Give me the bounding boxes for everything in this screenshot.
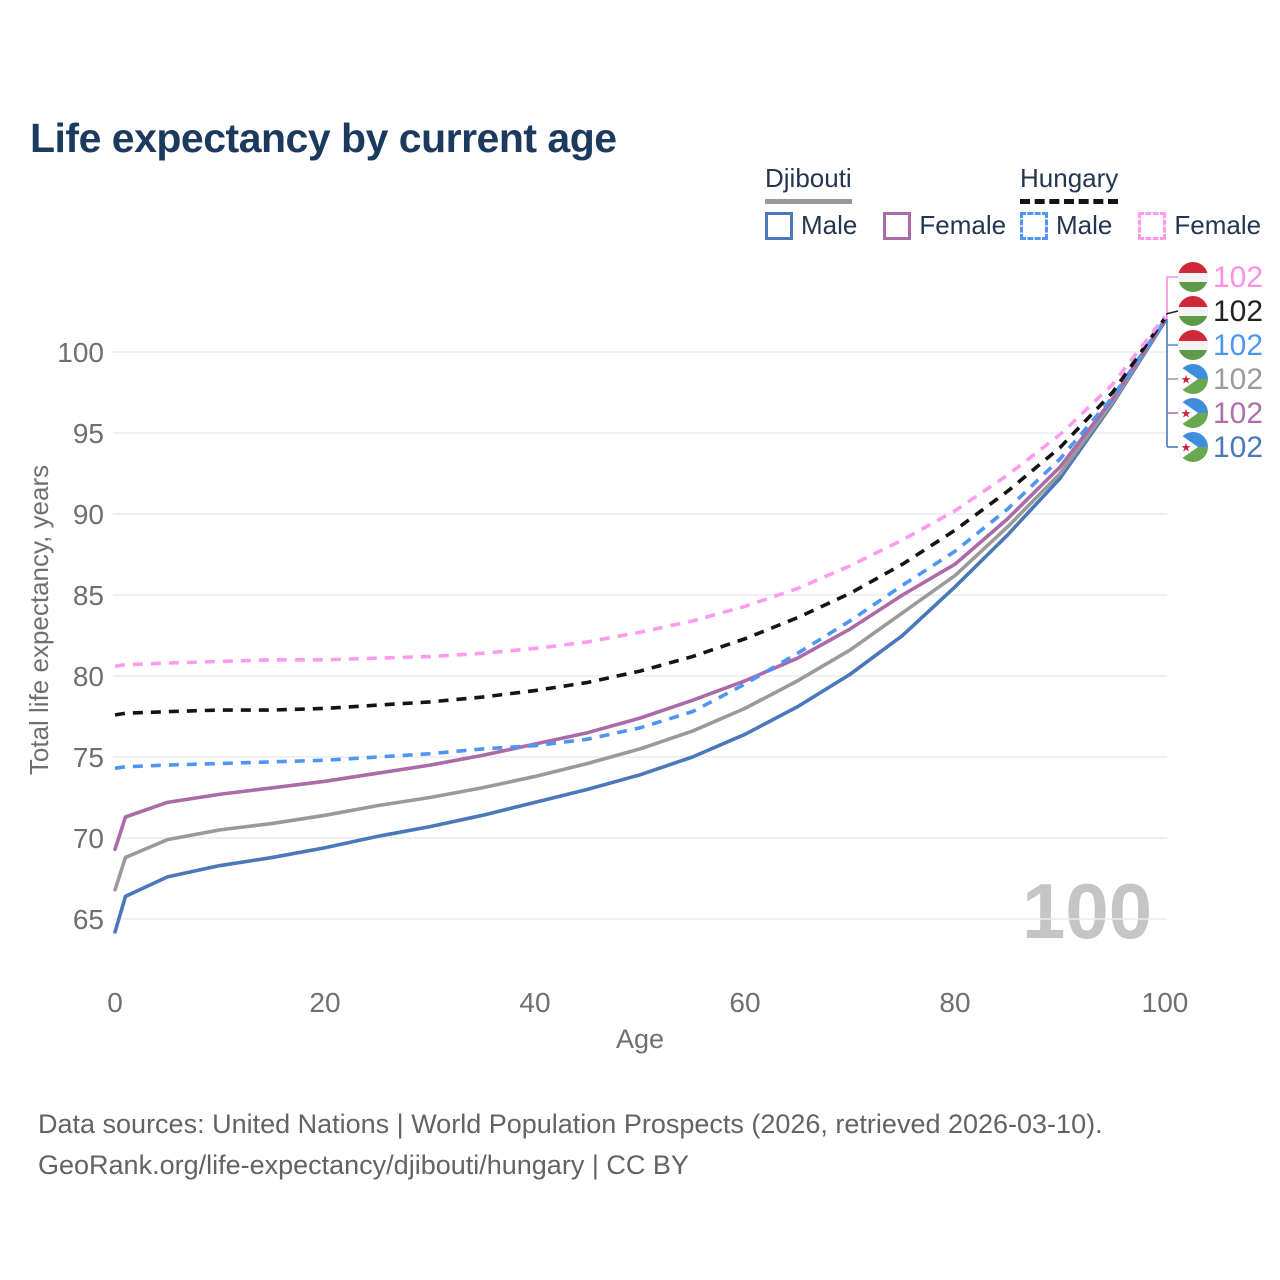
legend-item-label: Male — [1056, 210, 1113, 240]
hungary-flag-icon — [1178, 296, 1208, 326]
x-axis-title: Age — [616, 1024, 664, 1054]
djibouti-male-swatch-icon — [765, 211, 793, 240]
x-tick-label: 0 — [107, 987, 123, 1018]
footer: Data sources: United Nations | World Pop… — [38, 1104, 1103, 1185]
series-line-djibouti-total[interactable] — [113, 317, 1167, 892]
series-line-hungary-total[interactable] — [114, 316, 1167, 717]
y-axis-title: Total life expectancy, years — [24, 465, 54, 775]
end-value-label: 102 — [1213, 363, 1263, 396]
hungary-flag-icon — [1178, 262, 1208, 292]
series-layer — [113, 315, 1167, 934]
leader-line — [1164, 276, 1178, 320]
data-source-text: Data sources: United Nations | World Pop… — [38, 1109, 1103, 1139]
x-tick-label: 40 — [519, 987, 550, 1018]
djibouti-flag-icon: ★ — [1178, 398, 1208, 428]
y-tick-label: 85 — [73, 580, 104, 611]
end-value-label: 102 — [1213, 329, 1263, 362]
y-tick-label: 65 — [73, 904, 104, 935]
legend-item-djibouti-female[interactable]: Female — [883, 210, 1006, 241]
end-value-label: 102 — [1213, 397, 1263, 430]
series-line-djibouti-female[interactable] — [113, 317, 1167, 852]
legend: Djibouti Male Female Hungary Male Female — [0, 163, 1280, 243]
y-tick-label: 95 — [73, 418, 104, 449]
series-line-djibouti-male[interactable] — [113, 319, 1167, 934]
legend-item-djibouti-male[interactable]: Male — [765, 210, 857, 241]
legend-item-label: Male — [801, 210, 858, 240]
legend-group-hungary: Hungary Male Female — [1020, 163, 1261, 241]
grid-layer: 65 70 75 80 85 90 95 100 0 20 40 60 80 100 — [57, 337, 1188, 1018]
attribution-text: GeoRank.org/life-expectancy/djibouti/hun… — [38, 1149, 689, 1180]
end-value-label: 102 — [1213, 295, 1263, 328]
end-value-label: 102 — [1213, 431, 1263, 464]
hover-age-indicator: 100 — [1022, 867, 1153, 955]
djibouti-flag-icon: ★ — [1178, 364, 1208, 394]
y-tick-label: 80 — [73, 661, 104, 692]
x-tick-label: 20 — [309, 987, 340, 1018]
star-icon: ★ — [1181, 407, 1192, 421]
legend-item-label: Female — [919, 210, 1007, 240]
star-icon: ★ — [1181, 373, 1192, 387]
series-line-hungary-female[interactable] — [114, 315, 1167, 669]
star-icon: ★ — [1181, 441, 1192, 455]
hungary-female-swatch-icon — [1138, 211, 1167, 240]
y-tick-label: 75 — [73, 742, 104, 773]
y-tick-label: 90 — [73, 499, 104, 530]
end-value-label: 102 — [1213, 261, 1263, 294]
y-tick-label: 100 — [57, 337, 104, 368]
hungary-flag-icon — [1178, 330, 1208, 360]
djibouti-flag-icon: ★ — [1178, 432, 1208, 462]
x-tick-label: 80 — [939, 987, 970, 1018]
legend-item-hungary-male[interactable]: Male — [1020, 210, 1112, 241]
hungary-male-swatch-icon — [1020, 211, 1048, 240]
page-title: Life expectancy by current age — [30, 115, 617, 162]
djibouti-female-swatch-icon — [883, 211, 912, 240]
legend-country-hungary[interactable]: Hungary — [1020, 163, 1119, 204]
x-tick-label: 60 — [729, 987, 760, 1018]
legend-group-djibouti: Djibouti Male Female — [765, 163, 1006, 241]
legend-item-hungary-female[interactable]: Female — [1138, 210, 1261, 241]
legend-item-label: Female — [1174, 210, 1262, 240]
series-line-hungary-male[interactable] — [114, 318, 1167, 771]
leader-line — [1165, 310, 1179, 315]
x-tick-label: 100 — [1142, 987, 1189, 1018]
y-tick-label: 70 — [73, 823, 104, 854]
legend-country-djibouti[interactable]: Djibouti — [765, 163, 852, 204]
